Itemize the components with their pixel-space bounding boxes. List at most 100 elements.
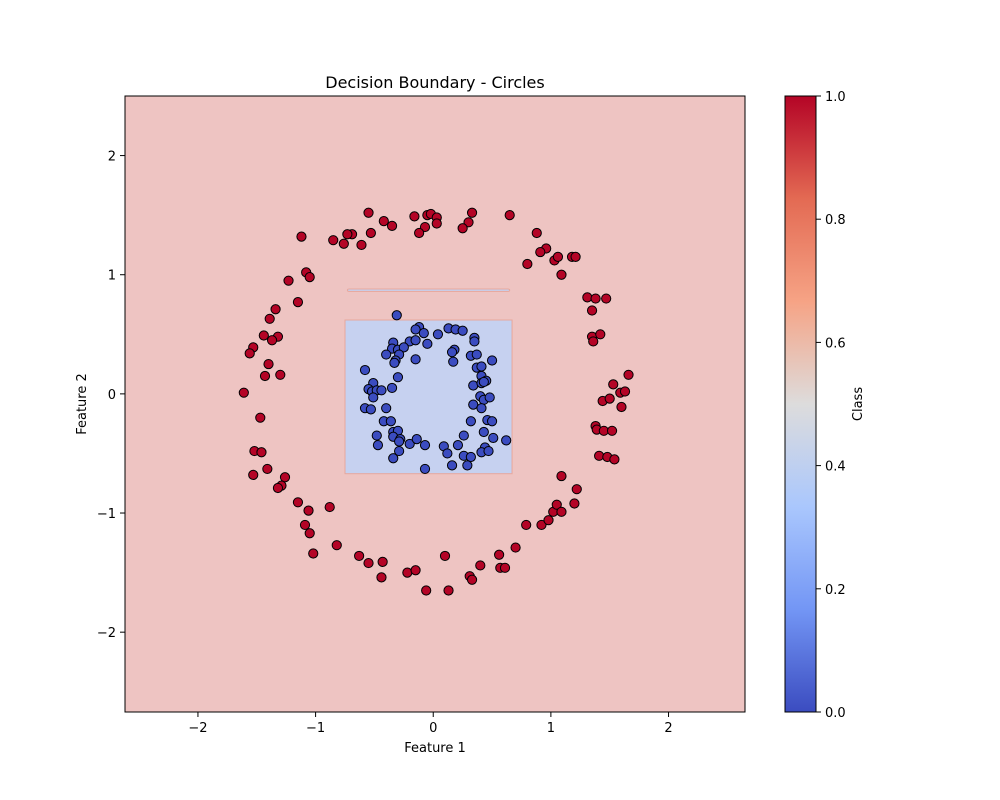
- point-class-1: [588, 336, 599, 347]
- x-tick-label: 2: [664, 721, 672, 736]
- y-tick-label: 2: [108, 150, 116, 165]
- point-class-1: [510, 542, 521, 553]
- point-class-1: [266, 335, 278, 346]
- point-class-1: [331, 540, 342, 551]
- colorbar-tick-label: 1.0: [825, 90, 846, 105]
- point-class-1: [270, 304, 281, 315]
- point-class-1: [457, 223, 468, 234]
- point-class-1: [365, 227, 376, 239]
- point-class-1: [571, 484, 582, 495]
- point-class-1: [292, 297, 304, 308]
- point-class-1: [604, 393, 615, 404]
- x-tick-label: 1: [547, 721, 555, 736]
- colorbar-tick-label: 0.6: [825, 336, 846, 351]
- colorbar-tick-label: 0.8: [825, 213, 846, 228]
- point-class-1: [582, 292, 593, 303]
- point-class-1: [263, 358, 274, 370]
- point-class-1: [292, 497, 304, 508]
- point-class-0: [411, 434, 422, 445]
- point-class-1: [296, 231, 307, 242]
- point-class-1: [244, 348, 255, 359]
- point-class-0: [422, 338, 433, 349]
- point-class-0: [394, 445, 405, 457]
- point-class-0: [385, 416, 396, 427]
- point-class-1: [299, 519, 311, 531]
- point-class-1: [377, 556, 388, 567]
- point-class-1: [609, 454, 620, 465]
- y-tick-label: −2: [97, 626, 116, 641]
- point-class-1: [279, 472, 291, 483]
- point-class-0: [476, 361, 487, 372]
- point-class-0: [376, 385, 387, 396]
- point-class-0: [478, 426, 489, 438]
- point-class-1: [376, 572, 387, 583]
- point-class-1: [262, 463, 273, 475]
- point-class-1: [258, 330, 269, 341]
- point-class-1: [363, 207, 374, 218]
- point-class-1: [259, 370, 271, 382]
- y-tick-label: 1: [108, 269, 116, 284]
- point-class-0: [419, 440, 431, 451]
- point-class-0: [371, 430, 382, 441]
- decision-region-class-0: [346, 288, 511, 292]
- point-class-1: [410, 565, 421, 576]
- colorbar: 0.0 0.2 0.4 0.6 0.8 1.0 Class: [784, 90, 866, 721]
- point-class-0: [388, 453, 399, 464]
- point-class-1: [570, 251, 581, 262]
- point-class-0: [442, 448, 453, 459]
- colorbar-tick-label: 0.2: [825, 583, 846, 598]
- point-class-1: [283, 275, 294, 286]
- point-class-1: [569, 498, 580, 509]
- point-class-0: [432, 329, 444, 340]
- point-class-0: [478, 376, 489, 388]
- point-class-1: [421, 585, 432, 596]
- point-class-0: [446, 347, 458, 358]
- point-class-1: [466, 574, 478, 585]
- point-class-1: [304, 528, 315, 539]
- point-class-1: [623, 369, 634, 380]
- point-class-1: [328, 235, 339, 246]
- point-class-1: [363, 557, 374, 569]
- point-class-0: [389, 357, 400, 368]
- point-class-1: [531, 227, 542, 239]
- y-axis-ticks: −2 −1 0 1 2: [97, 150, 125, 641]
- point-class-1: [439, 550, 451, 562]
- point-class-0: [483, 445, 494, 457]
- point-class-0: [381, 403, 392, 414]
- point-class-0: [419, 463, 431, 475]
- x-tick-label: −2: [188, 721, 207, 736]
- point-class-1: [619, 386, 631, 397]
- point-class-1: [595, 329, 606, 340]
- point-class-1: [264, 313, 275, 324]
- point-class-0: [486, 416, 498, 427]
- point-class-0: [446, 460, 458, 471]
- point-class-1: [303, 505, 314, 516]
- point-class-1: [386, 220, 398, 231]
- point-class-1: [556, 269, 567, 280]
- point-class-1: [590, 293, 601, 304]
- point-class-1: [238, 387, 249, 398]
- point-class-1: [606, 425, 618, 436]
- point-class-1: [536, 519, 547, 531]
- point-class-1: [522, 258, 533, 270]
- x-tick-label: 0: [429, 721, 437, 736]
- colorbar-ticks: 0.0 0.2 0.4 0.6 0.8 1.0: [816, 90, 846, 721]
- point-class-0: [392, 372, 404, 383]
- point-class-1: [356, 239, 367, 251]
- point-class-1: [272, 482, 284, 494]
- point-class-1: [378, 216, 389, 227]
- point-class-1: [475, 560, 486, 571]
- point-class-1: [504, 210, 515, 221]
- point-class-0: [394, 436, 405, 447]
- point-class-1: [324, 501, 335, 513]
- point-class-0: [462, 460, 473, 471]
- point-class-1: [342, 229, 353, 240]
- point-class-1: [535, 246, 546, 258]
- point-class-1: [466, 207, 478, 218]
- point-class-1: [256, 447, 267, 458]
- point-class-0: [418, 328, 429, 339]
- point-class-1: [556, 506, 567, 517]
- point-class-0: [372, 440, 384, 451]
- colorbar-label: Class: [851, 387, 866, 421]
